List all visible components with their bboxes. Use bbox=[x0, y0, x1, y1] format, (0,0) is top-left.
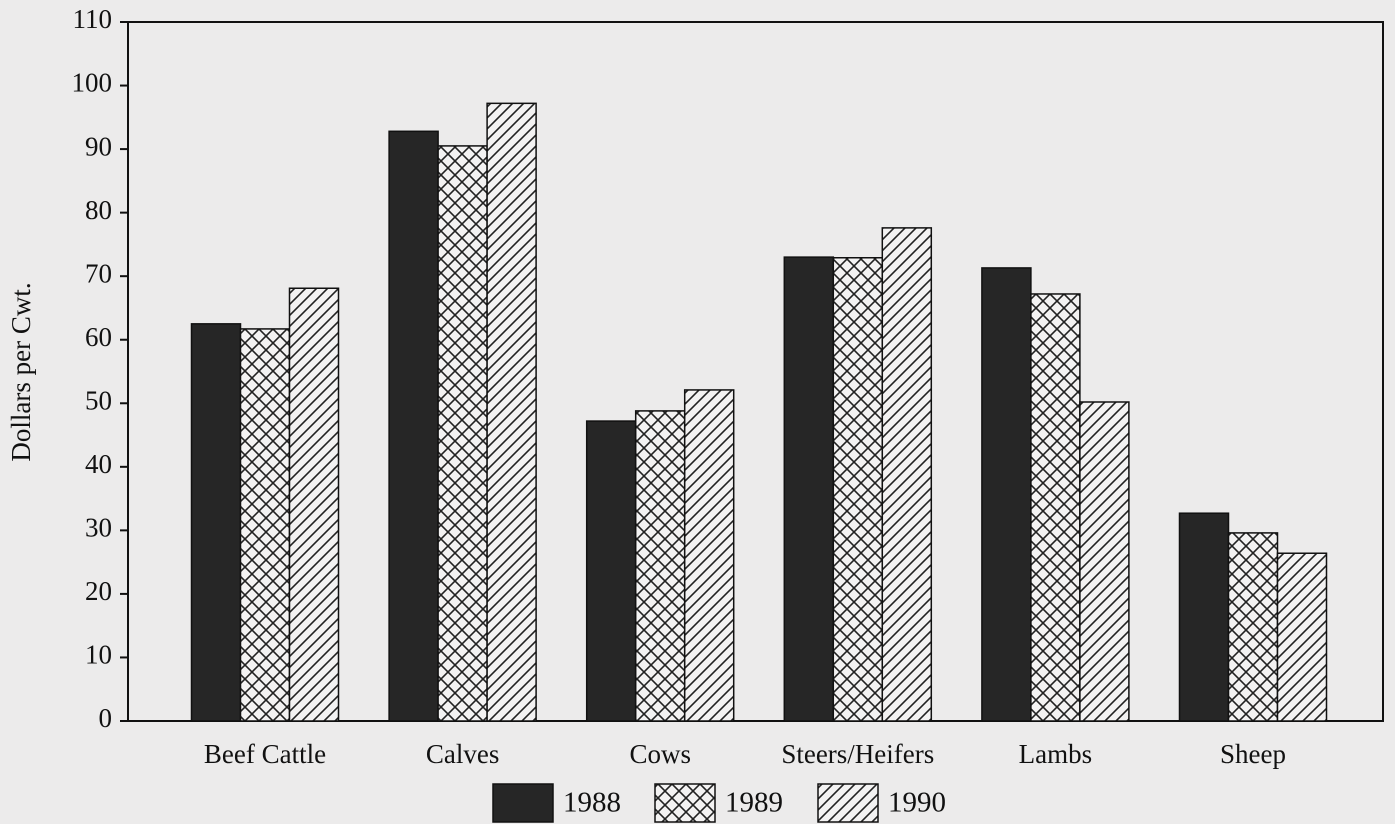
y-tick-label: 0 bbox=[99, 703, 113, 733]
bar bbox=[832, 257, 884, 722]
bar bbox=[683, 389, 735, 722]
bar bbox=[486, 102, 537, 722]
bar bbox=[585, 420, 637, 722]
y-tick-label: 100 bbox=[72, 68, 113, 98]
bar bbox=[981, 267, 1032, 722]
bar bbox=[1227, 532, 1279, 722]
bar bbox=[1276, 552, 1328, 722]
y-tick-label: 90 bbox=[85, 131, 112, 161]
y-tick-label: 70 bbox=[85, 258, 112, 288]
plot-frame bbox=[127, 21, 1384, 722]
bar bbox=[881, 227, 933, 722]
x-tick-label: Sheep bbox=[1220, 739, 1286, 769]
bar bbox=[1178, 512, 1230, 722]
bar bbox=[190, 323, 242, 722]
x-tick-label: Cows bbox=[629, 739, 691, 769]
bar bbox=[634, 410, 686, 722]
y-tick-label: 80 bbox=[85, 195, 112, 225]
bar bbox=[1079, 401, 1130, 722]
bar bbox=[288, 287, 340, 722]
y-tick-label: 110 bbox=[73, 4, 113, 34]
bar bbox=[388, 130, 439, 722]
legend-swatch bbox=[492, 783, 554, 823]
y-tick-label: 60 bbox=[85, 322, 112, 352]
bar bbox=[783, 256, 835, 722]
y-tick-label: 10 bbox=[85, 640, 112, 670]
y-tick-label: 50 bbox=[85, 385, 112, 415]
x-tick-label: Beef Cattle bbox=[204, 739, 326, 769]
x-tick-label: Calves bbox=[426, 739, 500, 769]
legend-label: 1990 bbox=[888, 787, 946, 819]
bar bbox=[239, 328, 291, 722]
legend-label: 1988 bbox=[563, 787, 621, 819]
y-tick-label: 40 bbox=[85, 449, 112, 479]
y-tick-label: 20 bbox=[85, 576, 112, 606]
legend-swatch bbox=[817, 783, 879, 823]
bar bbox=[1030, 293, 1081, 722]
bar bbox=[437, 145, 488, 722]
x-tick-label: Steers/Heifers bbox=[781, 739, 934, 769]
legend-label: 1989 bbox=[725, 787, 783, 819]
y-axis-label: Dollars per Cwt. bbox=[6, 282, 36, 461]
legend-swatch bbox=[654, 783, 716, 823]
y-tick-label: 30 bbox=[85, 513, 112, 543]
x-tick-label: Lambs bbox=[1019, 739, 1093, 769]
